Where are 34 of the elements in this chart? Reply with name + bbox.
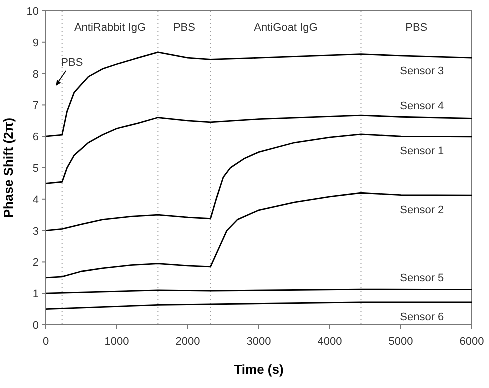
series-label: Sensor 6 [400, 311, 444, 324]
line-series [45, 52, 473, 138]
series-label: Sensor 4 [400, 100, 444, 113]
y-tick-label: 9 [32, 37, 39, 50]
x-tick-label: 5000 [388, 336, 414, 348]
y-tick-label: 6 [32, 132, 39, 144]
x-axis-title: Time (s) [234, 362, 284, 377]
x-tick-label: 6000 [460, 336, 484, 348]
x-tick-label: 3000 [246, 336, 272, 348]
x-tick-label: 0 [42, 336, 50, 348]
x-tick-label: 1000 [104, 336, 130, 348]
x-tick-label: 2000 [176, 336, 200, 348]
y-tick-label: 7 [32, 100, 39, 112]
y-tick-label: 2 [32, 257, 39, 270]
y-axis-title: Phase Shift (2π) [1, 118, 16, 218]
y-tick-label: 5 [32, 163, 39, 175]
y-tick-label: 1 [32, 288, 39, 301]
line-series [45, 134, 473, 232]
annotation: PBS [406, 22, 428, 34]
series-label: Sensor 3 [400, 66, 444, 78]
y-tick-label: 3 [32, 226, 39, 238]
annotation: PBS [61, 57, 84, 69]
line-series [45, 114, 473, 184]
series-label: Sensor 5 [400, 272, 444, 285]
series-label: Sensor 2 [400, 204, 444, 216]
y-tick-label: 8 [32, 68, 39, 81]
y-tick-label: 0 [32, 320, 39, 332]
y-tick-label: 10 [26, 6, 39, 18]
annotation: AntiRabbit IgG [74, 22, 146, 34]
annotation: AntiGoat IgG [254, 22, 318, 34]
annotation: PBS [173, 22, 196, 34]
y-tick-label: 4 [32, 194, 39, 206]
x-tick-label: 4000 [318, 336, 342, 348]
series-label: Sensor 1 [400, 146, 444, 158]
